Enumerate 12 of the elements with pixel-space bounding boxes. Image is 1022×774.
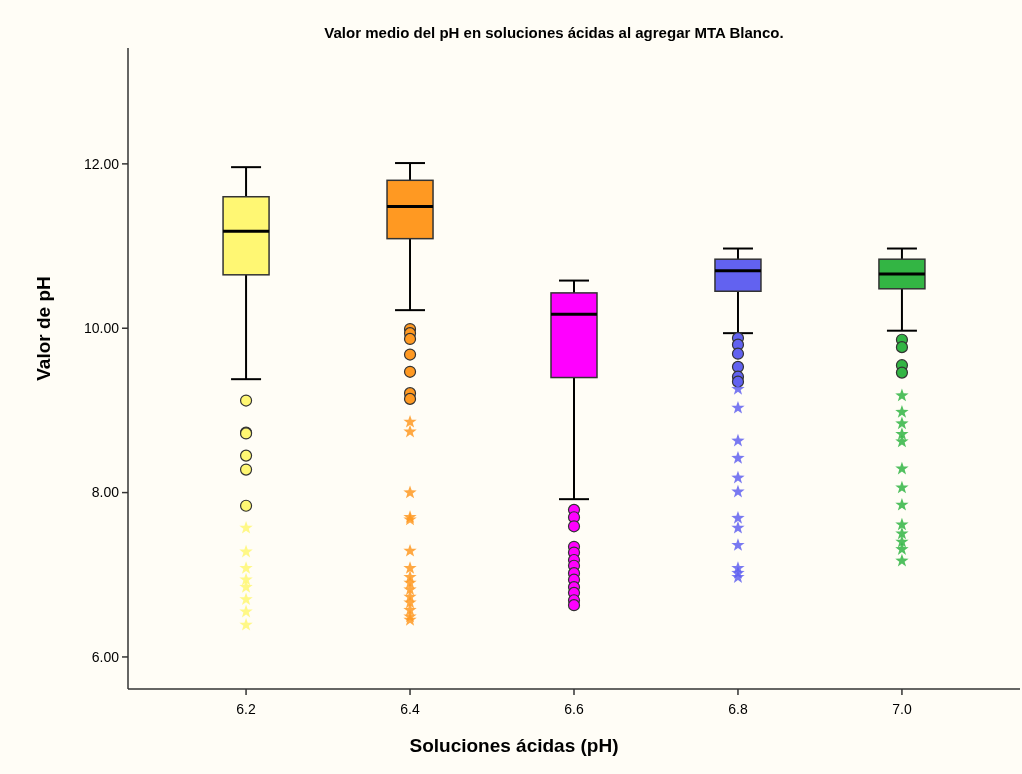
x-tick-label: 6.4 [400, 701, 420, 717]
x-tick-label: 6.6 [564, 701, 584, 717]
x-axis-title: Soluciones ácidas (pH) [409, 735, 619, 756]
x-tick-label: 6.8 [728, 701, 748, 717]
y-tick-label: 10.00 [83, 320, 120, 337]
y-tick-label: 6.00 [91, 648, 120, 665]
chart-title: Valor medio del pH en soluciones ácidas al agregar MTA Blanco. [324, 24, 784, 41]
y-axis-title: Valor de pH [33, 276, 54, 381]
y-tick-label: 8.00 [91, 484, 120, 501]
y-tick-label: 12.00 [83, 155, 120, 172]
x-tick-label: 7.0 [892, 701, 912, 717]
x-tick-label: 6.2 [236, 701, 256, 717]
